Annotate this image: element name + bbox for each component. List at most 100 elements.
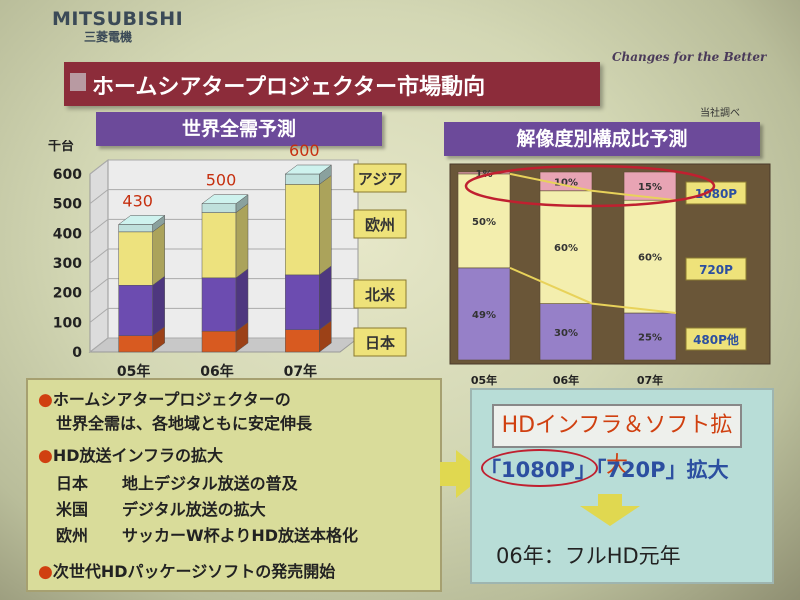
bar-side [235, 268, 249, 332]
bar-segment [285, 184, 320, 276]
data-label: 25% [638, 333, 662, 344]
bar-segment [201, 212, 237, 279]
data-label: 49% [472, 310, 496, 321]
chart1-title: 世界全需予測 [96, 112, 382, 146]
y-tick-label: 400 [53, 226, 82, 242]
gridline [89, 159, 358, 175]
region-row: 日本 地上デジタル放送の普及 [56, 474, 298, 493]
data-label: 50% [472, 217, 496, 228]
y-tick-label: 200 [53, 286, 82, 302]
gridline [89, 307, 358, 323]
source-note: 当社調べ [700, 108, 740, 119]
slide-title-bar: ホームシアタープロジェクター市場動向 [64, 62, 600, 106]
bar-top [201, 194, 249, 204]
bar-segment [623, 199, 677, 314]
y-tick-label: 0 [72, 345, 82, 361]
resolution-share-chart: 49%50%1%05年30%60%10%06年25%60%15%07年1080P… [449, 163, 771, 387]
gridline [89, 337, 358, 353]
legend-box [353, 327, 407, 357]
bar-segment [539, 303, 593, 361]
y-tick-label: 600 [53, 167, 82, 183]
y-axis-unit: 千台 [48, 140, 74, 154]
legend-label: 480P他 [693, 332, 739, 347]
total-label: 600 [289, 141, 320, 160]
bullet-1: ●ホームシアタープロジェクターの [38, 390, 291, 410]
bar-segment [539, 171, 593, 192]
bar-side [152, 222, 165, 286]
bar-segment [285, 329, 320, 353]
boundary-line [509, 266, 677, 314]
chart2-title: 解像度別構成比予測 [444, 122, 760, 156]
legend-box [353, 163, 407, 193]
y-tick-label: 100 [53, 315, 82, 331]
brand-tagline: Changes for the Better [612, 50, 767, 64]
region-row: 米国 デジタル放送の拡大 [56, 500, 266, 519]
gridline [89, 248, 358, 264]
summary-box: ●ホームシアタープロジェクターの 世界全需は、各地域ともに安定伸長 ●HD放送イ… [26, 378, 442, 592]
gridline [89, 218, 358, 234]
highlight-oval [481, 449, 598, 487]
legend-box [353, 209, 407, 239]
data-label: 10% [554, 177, 578, 188]
bar-segment [201, 203, 237, 213]
bar-segment [118, 224, 153, 233]
bar-segment [457, 171, 511, 175]
x-tick-label: 06年 [553, 373, 579, 387]
y-tick-label: 500 [53, 197, 82, 213]
bar-segment [118, 231, 153, 286]
bar-segment [118, 335, 153, 353]
data-label: 60% [638, 253, 662, 264]
brand-name-jp: 三菱電機 [84, 30, 133, 44]
data-label: 30% [554, 328, 578, 339]
bar-side [319, 265, 332, 331]
bullet-dot-icon: ● [38, 562, 53, 582]
bar-segment [623, 312, 677, 361]
legend-label: 北米 [365, 286, 396, 304]
bar-segment [118, 285, 153, 336]
x-tick-label: 05年 [117, 363, 150, 380]
bullet-1-cont: 世界全需は、各地域ともに安定伸長 [56, 414, 313, 433]
data-label: 15% [638, 182, 662, 193]
bar-segment [285, 173, 320, 185]
gridline [89, 189, 358, 205]
bar-top [284, 164, 333, 175]
legend-box [685, 327, 747, 351]
x-tick-label: 07年 [637, 373, 663, 387]
legend-label: 720P [699, 263, 733, 277]
data-label: 60% [554, 243, 578, 254]
region-row: 欧州 サッカーW杯よりHD放送本格化 [56, 526, 359, 545]
world-demand-chart: 0 100 200 300 400 500 600 千台 430 05年 500 06年 600 07年 ア… [48, 140, 407, 380]
brand-logo: MITSUBISHI 三菱電機 [52, 8, 183, 45]
bar-segment [201, 330, 237, 353]
legend-label: アジア [358, 170, 402, 188]
x-tick-label: 05年 [471, 373, 497, 387]
bullet-dot-icon: ● [38, 390, 53, 410]
total-label: 500 [206, 171, 237, 190]
brand-name: MITSUBISHI [52, 8, 184, 30]
bar-segment [285, 274, 320, 331]
boundary-line [509, 172, 677, 202]
legend-label: 1080P [695, 187, 737, 201]
bar-segment [623, 171, 677, 201]
bullet-3: ●次世代HDパッケージソフトの発売開始 [38, 562, 336, 582]
legend-box [353, 279, 407, 309]
x-tick-label: 07年 [284, 363, 317, 380]
bar-side [235, 203, 249, 279]
bar-side [152, 275, 165, 337]
legend-box [685, 257, 747, 281]
bullet-dot-icon: ● [38, 446, 53, 466]
x-tick-label: 06年 [200, 363, 233, 380]
y-tick-label: 300 [53, 256, 82, 272]
bar-segment [201, 277, 237, 332]
total-label: 430 [122, 191, 153, 210]
slide-title: ホームシアタープロジェクター市場動向 [92, 75, 486, 100]
bar-segment [457, 267, 511, 361]
highlight-oval [464, 164, 716, 208]
bar-side [319, 174, 332, 276]
title-square-icon [70, 73, 86, 91]
legend-label: 日本 [365, 334, 395, 352]
legend-box [685, 181, 747, 205]
legend-label: 欧州 [365, 216, 395, 234]
hd-expansion-heading: HDインフラ＆ソフト拡大 [492, 404, 742, 478]
bullet-2: ●HD放送インフラの拡大 [38, 446, 224, 466]
